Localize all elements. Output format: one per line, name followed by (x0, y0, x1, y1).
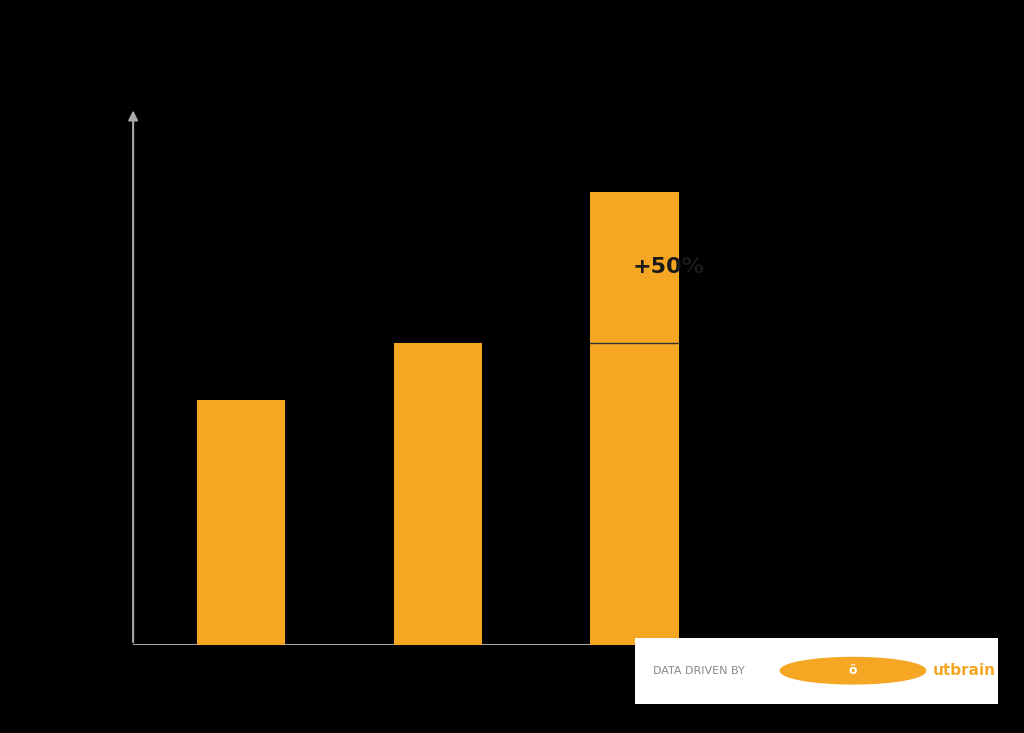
Text: +50%: +50% (633, 257, 705, 277)
Text: DATA DRIVEN BY: DATA DRIVEN BY (653, 666, 744, 676)
Text: utbrain: utbrain (933, 663, 996, 678)
Bar (393, 343, 482, 645)
Circle shape (780, 658, 926, 684)
Bar (197, 400, 286, 645)
Text: ö: ö (849, 664, 857, 677)
Bar (590, 192, 679, 645)
